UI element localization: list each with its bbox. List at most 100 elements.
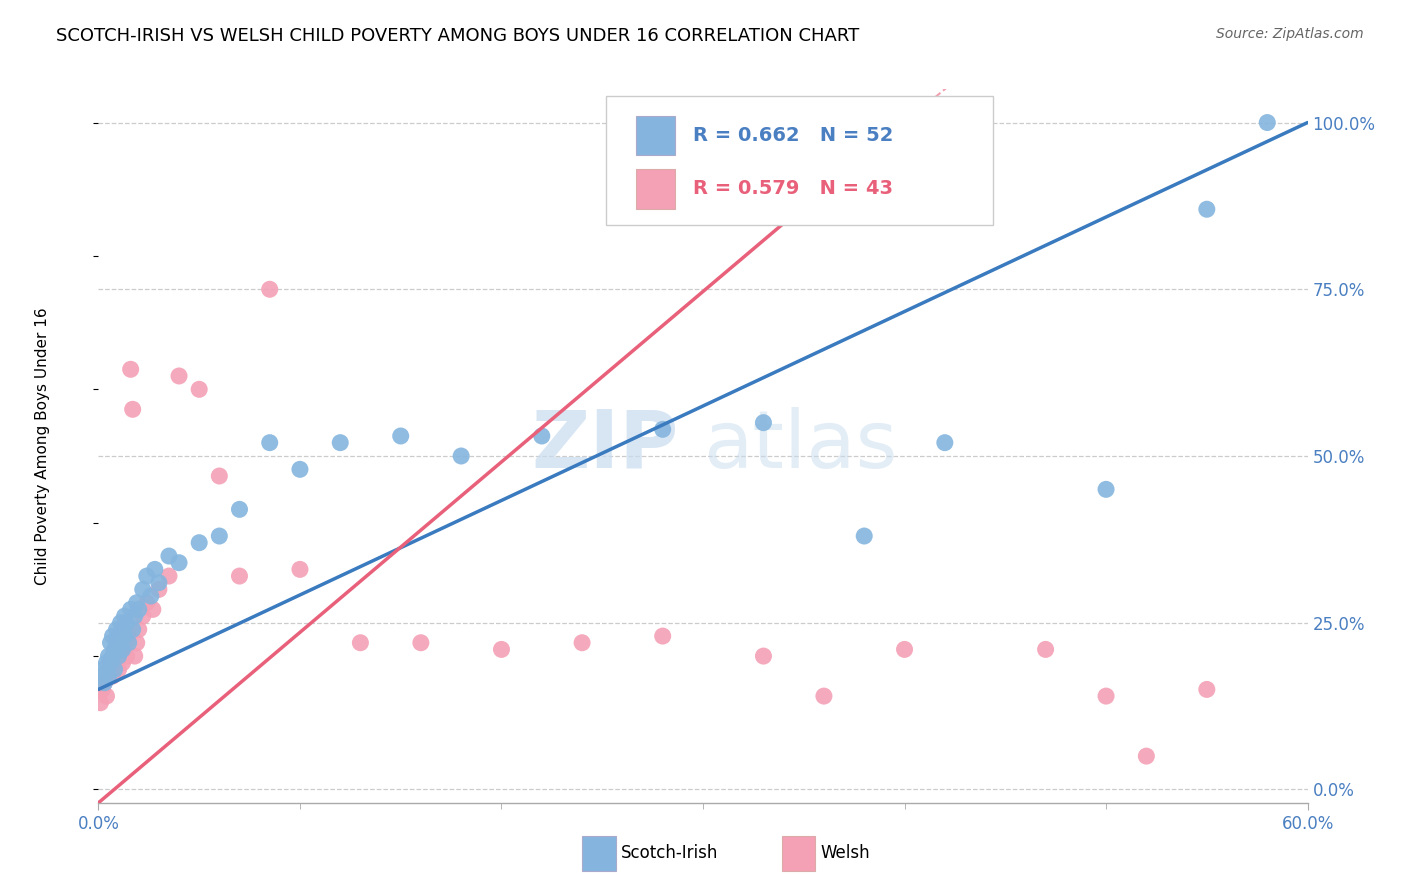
Point bbox=[752, 416, 775, 430]
Point bbox=[188, 382, 211, 396]
Point bbox=[1095, 689, 1118, 703]
Text: ZIP: ZIP bbox=[531, 407, 679, 485]
Text: Scotch-Irish: Scotch-Irish bbox=[621, 845, 718, 863]
Point bbox=[530, 429, 553, 443]
Point bbox=[148, 582, 170, 597]
FancyBboxPatch shape bbox=[582, 837, 616, 871]
Point bbox=[97, 669, 120, 683]
FancyBboxPatch shape bbox=[637, 169, 675, 209]
Point bbox=[142, 602, 165, 616]
Point bbox=[208, 469, 231, 483]
Point bbox=[409, 636, 432, 650]
Point bbox=[120, 602, 142, 616]
Point bbox=[491, 642, 513, 657]
Point bbox=[101, 629, 124, 643]
Point bbox=[813, 689, 835, 703]
Point bbox=[103, 662, 125, 676]
Point bbox=[110, 642, 132, 657]
Point bbox=[571, 636, 593, 650]
Point bbox=[105, 636, 128, 650]
Point bbox=[125, 596, 148, 610]
Point bbox=[1095, 483, 1118, 497]
Point bbox=[157, 549, 180, 563]
Point bbox=[148, 575, 170, 590]
Point bbox=[111, 623, 134, 637]
Point bbox=[110, 636, 132, 650]
Text: atlas: atlas bbox=[703, 407, 897, 485]
Point bbox=[167, 368, 190, 383]
Point bbox=[893, 642, 915, 657]
Point bbox=[125, 636, 148, 650]
Point bbox=[135, 569, 157, 583]
Point bbox=[107, 629, 129, 643]
Point bbox=[121, 402, 143, 417]
Point bbox=[110, 615, 132, 630]
Point bbox=[93, 675, 115, 690]
Point bbox=[651, 422, 673, 436]
Point bbox=[450, 449, 472, 463]
Point bbox=[651, 629, 673, 643]
Point bbox=[128, 602, 150, 616]
Point bbox=[89, 669, 111, 683]
Point bbox=[1256, 115, 1278, 129]
Point bbox=[97, 669, 120, 683]
Text: R = 0.579   N = 43: R = 0.579 N = 43 bbox=[693, 179, 893, 198]
Point bbox=[135, 596, 157, 610]
Point bbox=[389, 429, 412, 443]
Point bbox=[139, 589, 162, 603]
Point bbox=[93, 675, 115, 690]
FancyBboxPatch shape bbox=[606, 96, 993, 225]
Point bbox=[157, 569, 180, 583]
Text: R = 0.662   N = 52: R = 0.662 N = 52 bbox=[693, 126, 894, 145]
Point bbox=[259, 435, 281, 450]
Point bbox=[91, 662, 114, 676]
Point bbox=[111, 642, 134, 657]
Point bbox=[89, 696, 111, 710]
Point bbox=[115, 615, 138, 630]
Point bbox=[288, 562, 311, 576]
Point bbox=[100, 636, 122, 650]
Point bbox=[349, 636, 371, 650]
Point bbox=[107, 662, 129, 676]
Point bbox=[329, 435, 352, 450]
Text: Source: ZipAtlas.com: Source: ZipAtlas.com bbox=[1216, 27, 1364, 41]
Point bbox=[100, 662, 122, 676]
Point bbox=[111, 656, 134, 670]
Point bbox=[105, 623, 128, 637]
Y-axis label: Child Poverty Among Boys Under 16: Child Poverty Among Boys Under 16 bbox=[35, 307, 51, 585]
Point bbox=[114, 629, 136, 643]
Point bbox=[752, 649, 775, 664]
Point bbox=[288, 462, 311, 476]
Text: Welsh: Welsh bbox=[820, 845, 870, 863]
Text: SCOTCH-IRISH VS WELSH CHILD POVERTY AMONG BOYS UNDER 16 CORRELATION CHART: SCOTCH-IRISH VS WELSH CHILD POVERTY AMON… bbox=[56, 27, 859, 45]
Point bbox=[118, 636, 141, 650]
Point bbox=[1035, 642, 1057, 657]
FancyBboxPatch shape bbox=[782, 837, 815, 871]
Point bbox=[105, 656, 128, 670]
Point bbox=[115, 649, 138, 664]
Point bbox=[1135, 749, 1157, 764]
Point bbox=[208, 529, 231, 543]
Point bbox=[114, 636, 136, 650]
Point bbox=[103, 642, 125, 657]
Point bbox=[1195, 682, 1218, 697]
Point bbox=[101, 649, 124, 664]
Point bbox=[167, 556, 190, 570]
Point bbox=[97, 649, 120, 664]
Point bbox=[188, 535, 211, 549]
Point bbox=[228, 502, 250, 516]
Point bbox=[118, 629, 141, 643]
Point bbox=[96, 656, 118, 670]
Point bbox=[96, 689, 118, 703]
Point bbox=[124, 609, 146, 624]
Point bbox=[124, 649, 146, 664]
Point bbox=[128, 623, 150, 637]
Point bbox=[103, 649, 125, 664]
Point bbox=[132, 609, 155, 624]
Point bbox=[107, 649, 129, 664]
Point bbox=[91, 682, 114, 697]
Point bbox=[100, 656, 122, 670]
Point bbox=[228, 569, 250, 583]
FancyBboxPatch shape bbox=[637, 116, 675, 155]
Point bbox=[121, 623, 143, 637]
